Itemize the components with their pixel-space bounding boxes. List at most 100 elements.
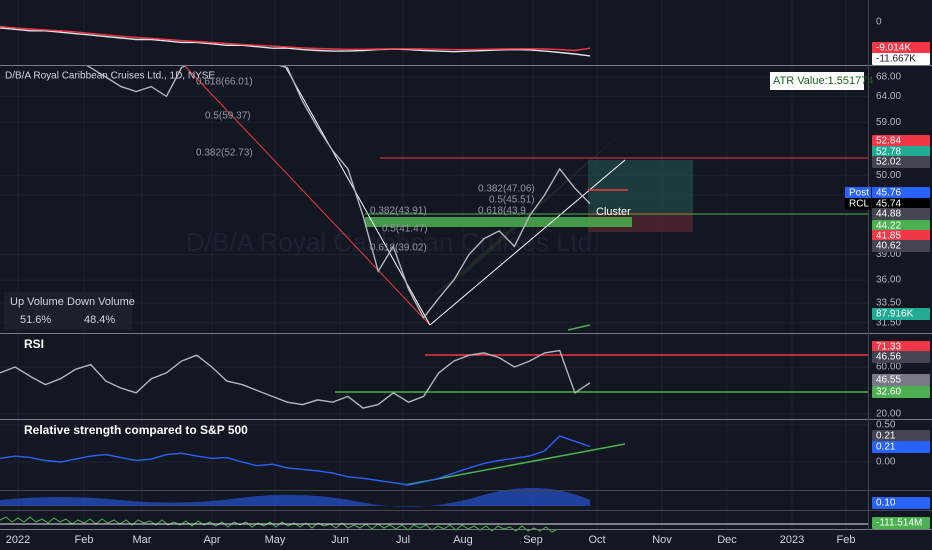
- trend-line: [429, 159, 626, 326]
- y-tick-label: 31.50: [876, 317, 901, 328]
- price-label-box: [872, 146, 930, 158]
- price-label: 52.78: [876, 147, 901, 158]
- y-tick-label: 33.50: [876, 298, 901, 309]
- x-tick-label: Apr: [203, 534, 220, 546]
- price-label-box: [872, 351, 930, 363]
- x-tick-label: Sep: [523, 534, 543, 546]
- price-label-box: [872, 198, 930, 210]
- atr-box: [770, 72, 864, 90]
- price-label: 0.10: [876, 498, 896, 509]
- price-label: -11.667K: [876, 54, 916, 65]
- price-label-box: [872, 156, 930, 168]
- series-line: [0, 27, 591, 57]
- annotation: 0.382(52.73): [196, 148, 253, 159]
- price-label-box: [872, 42, 930, 54]
- price-label-box: [872, 240, 930, 252]
- tag-box: [845, 187, 871, 199]
- price-label: 40.62: [876, 241, 901, 252]
- annotation: 0.5(45.51): [489, 195, 535, 206]
- x-tick-label: Mar: [133, 534, 152, 546]
- series-group: [0, 349, 591, 409]
- y-tick-label: 64.00: [876, 91, 901, 102]
- annotation: 0.5(59.37): [205, 111, 251, 122]
- annotation: 0.618(43.9: [478, 206, 526, 217]
- x-tick-label: Nov: [652, 534, 672, 546]
- grid: [0, 0, 868, 530]
- channel: [428, 130, 625, 300]
- price-label: 45.76: [876, 188, 901, 199]
- price-label: 45.74: [876, 199, 901, 210]
- down-volume-value: 48.4%: [84, 314, 115, 326]
- marks: [0, 25, 591, 486]
- x-tick-label: Dec: [717, 534, 737, 546]
- annotation: 0.382(43.91): [370, 206, 427, 217]
- y-tick-label: 0.50: [876, 420, 896, 431]
- y-tick-label: 68.00: [876, 72, 901, 83]
- y-tick-label: 60.00: [876, 362, 901, 373]
- x-tick-label: Oct: [588, 534, 605, 546]
- price-label: 87.916K: [876, 309, 914, 320]
- y-tick-label: 50.00: [876, 170, 901, 181]
- price-label: 46.56: [876, 352, 901, 363]
- y-tick-label: 36.00: [876, 275, 901, 286]
- trend-line: [567, 324, 591, 331]
- up-volume-label: Up Volume: [10, 296, 64, 308]
- x-tick-label: Jul: [396, 534, 410, 546]
- x-tick-label: Jun: [331, 534, 349, 546]
- volume-strip: [0, 487, 590, 507]
- price-label: 44.88: [876, 209, 901, 220]
- annotation: 0.382(47.06): [478, 184, 535, 195]
- x-tick-label: Aug: [453, 534, 473, 546]
- price-label-box: [872, 497, 930, 509]
- y-tick-label: 20.00: [876, 409, 901, 420]
- price-label: 52.02: [876, 157, 901, 168]
- down-volume-label: Down Volume: [67, 296, 135, 308]
- y-tick-label: 0: [876, 17, 882, 28]
- panel-title: Relative strength compared to S&P 500: [24, 423, 248, 437]
- price-label-box: [872, 441, 930, 453]
- annotation: 0.5(41.47): [382, 224, 428, 235]
- price-label: 52.84: [876, 136, 901, 147]
- price-label: -9.014K: [876, 43, 911, 54]
- price-label-box: [872, 386, 930, 398]
- y-tick-label: 59.00: [876, 117, 901, 128]
- price-label-box: [872, 341, 930, 353]
- watermark: D/B/A Royal Caribbean Cruises Ltd.: [186, 227, 599, 257]
- target-zone: [588, 160, 693, 212]
- y-tick-label: 0.00: [876, 457, 896, 468]
- series-group: [86, 66, 591, 319]
- price-label-box: [872, 308, 930, 320]
- price-label-box: [872, 220, 930, 232]
- series-line: [0, 349, 591, 409]
- price-label-box: [872, 230, 930, 242]
- series-line: [86, 66, 591, 319]
- price-label: 0.21: [876, 431, 896, 442]
- x-tick-label: Feb: [837, 534, 856, 546]
- price-label-box: [872, 135, 930, 147]
- x-tick-label: 2022: [6, 534, 30, 546]
- price-label-box: [872, 430, 930, 442]
- tag-label: RCL: [849, 199, 869, 210]
- cluster-zone: [365, 217, 632, 227]
- annotation: 0.618(39.02): [370, 243, 427, 254]
- up-volume-value: 51.6%: [20, 314, 51, 326]
- price-label-box: [872, 53, 930, 65]
- y-tick-label: 39.00: [876, 249, 901, 260]
- series-line: [0, 25, 591, 52]
- price-label-box: [872, 517, 930, 529]
- price-label: 71.33: [876, 342, 901, 353]
- panel-title: RSI: [24, 337, 44, 351]
- annotation: Cluster: [596, 206, 631, 218]
- price-label: 44.22: [876, 221, 901, 232]
- price-label: -111.514M: [876, 518, 922, 529]
- x-tick-label: Feb: [75, 534, 94, 546]
- price-label: 0.21: [876, 442, 896, 453]
- trend-line: [184, 65, 431, 326]
- price-label-box: [872, 374, 930, 386]
- atr-label: ATR Value:1.551774: [773, 75, 874, 87]
- price-label: 41.85: [876, 231, 901, 242]
- series-group: [0, 435, 591, 486]
- volume-box: [4, 292, 132, 330]
- symbol-title: D/B/A Royal Caribbean Cruises Ltd., 1D, …: [5, 71, 215, 82]
